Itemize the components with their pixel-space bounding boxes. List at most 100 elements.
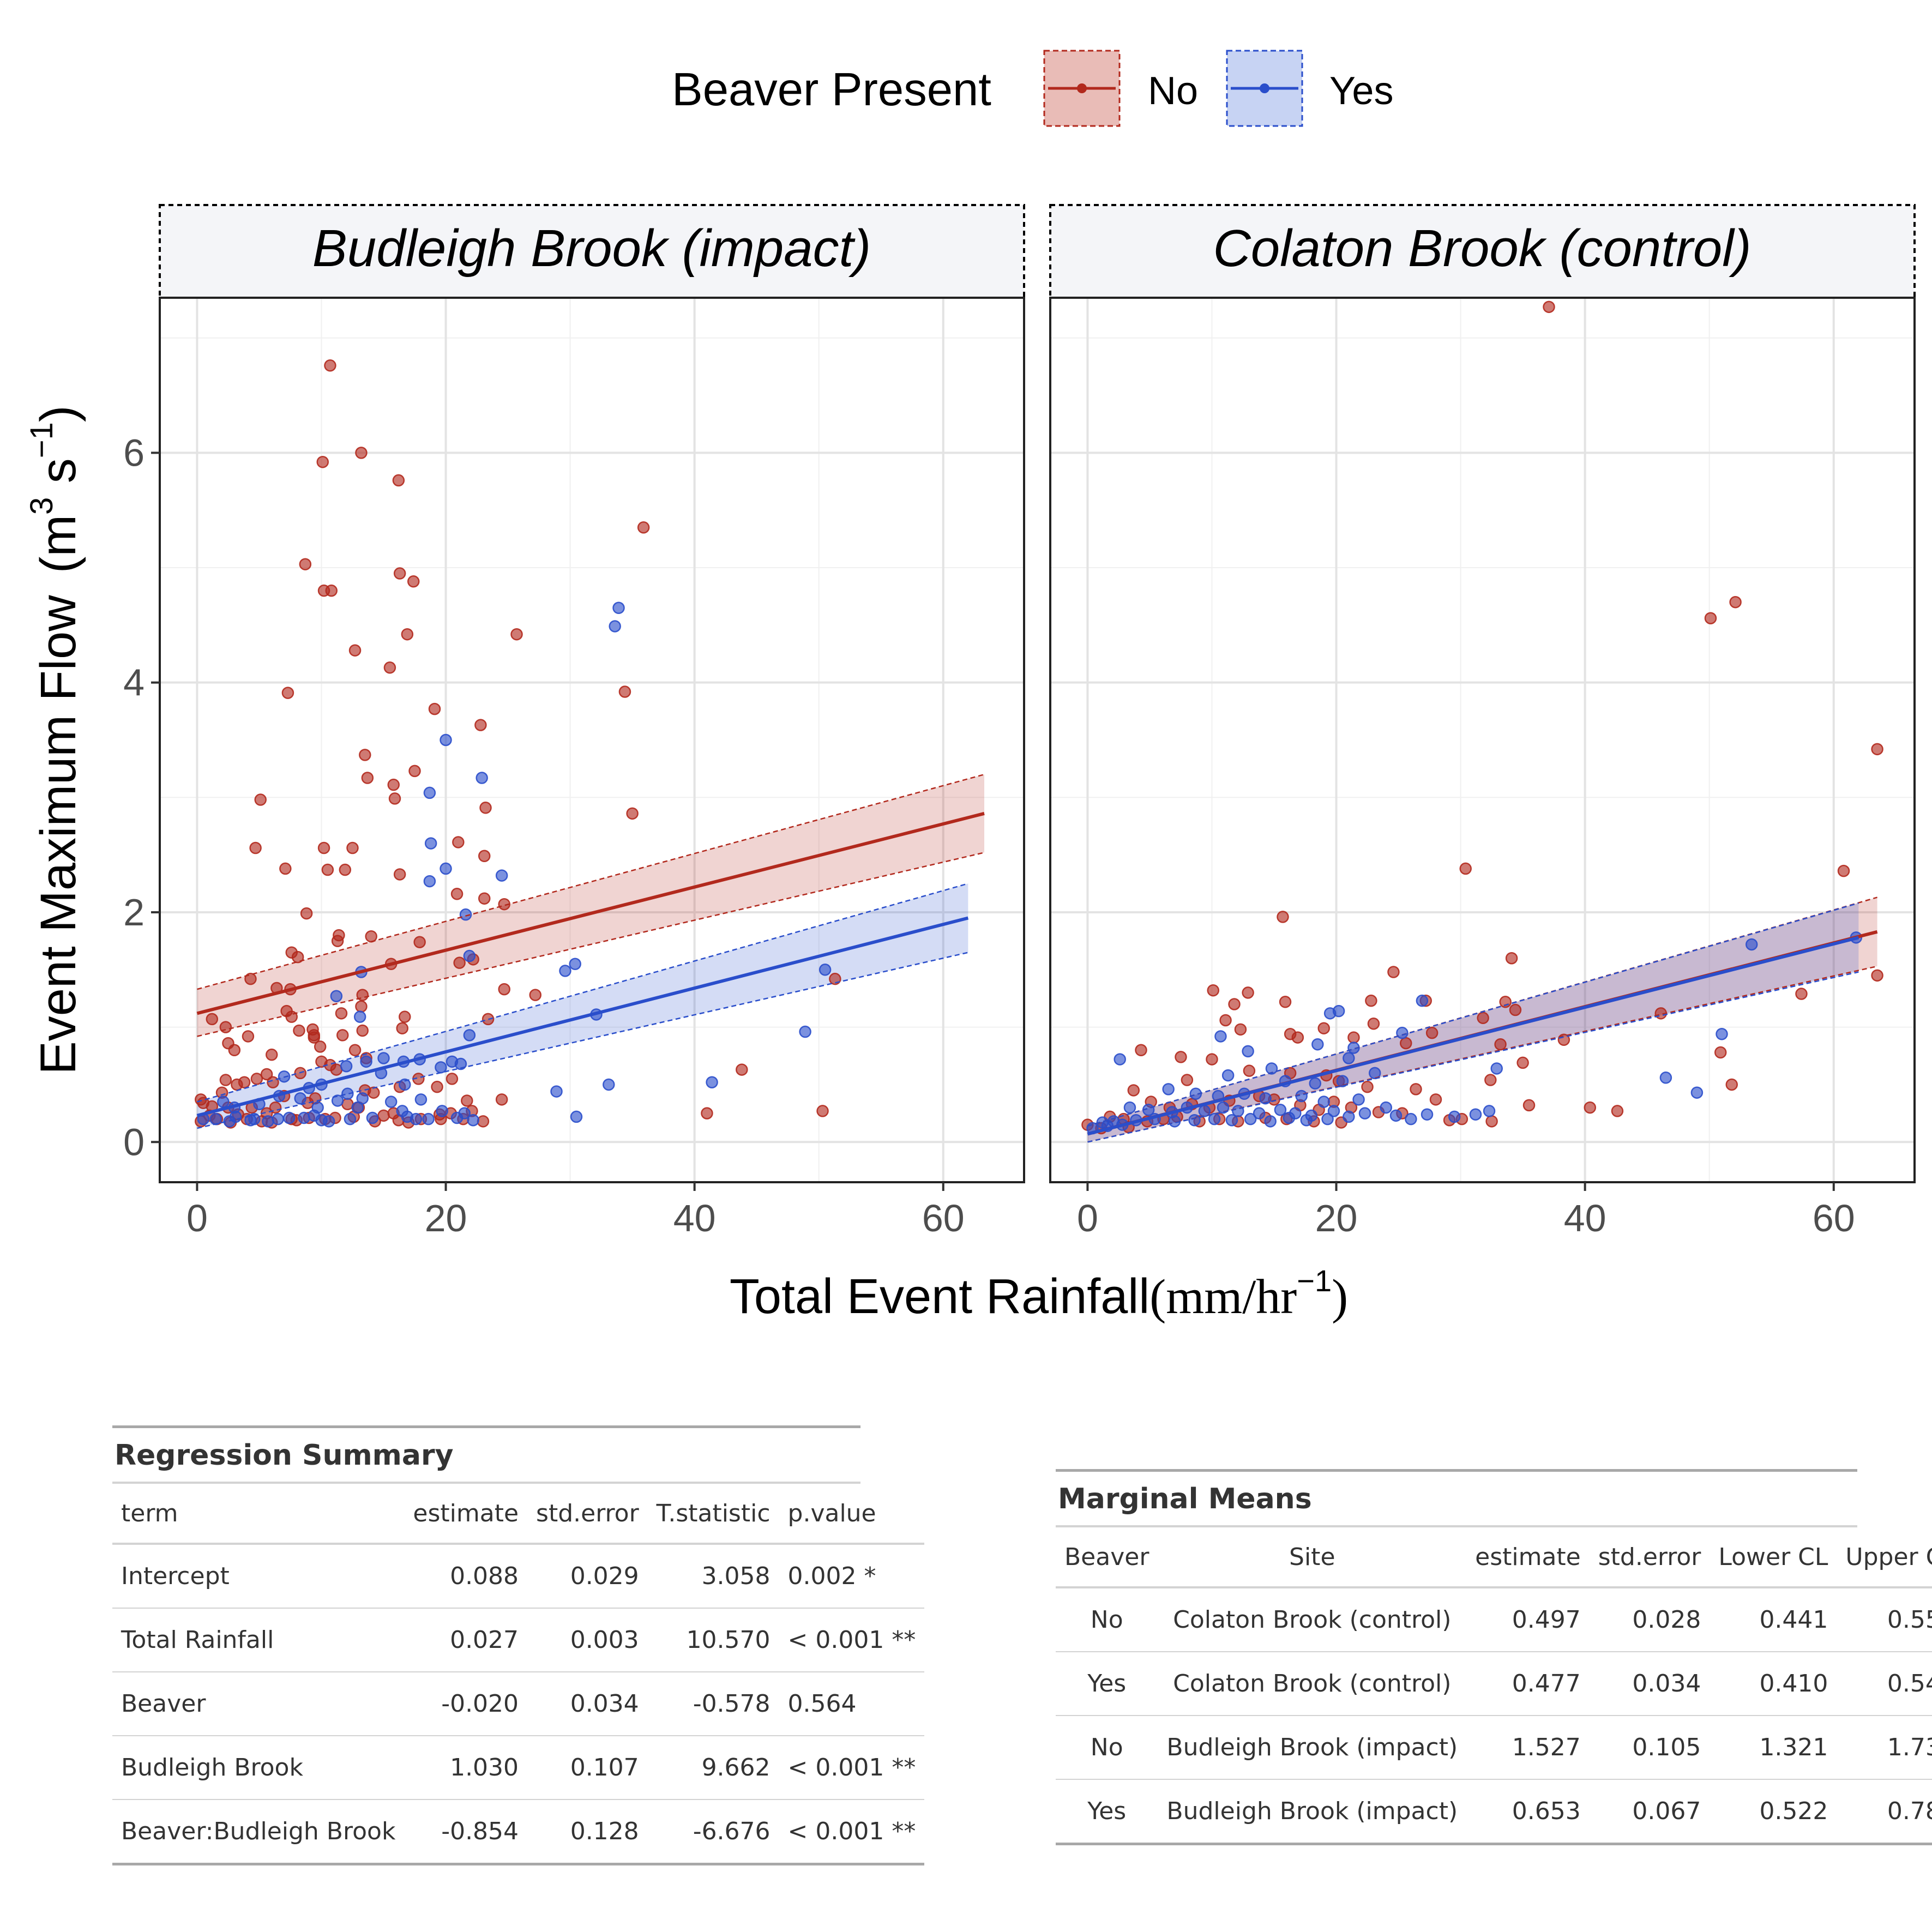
point-no	[461, 1094, 473, 1107]
point-yes	[414, 1093, 428, 1106]
point-no	[407, 575, 420, 588]
point-no	[1485, 1115, 1498, 1128]
point-no	[1219, 1014, 1232, 1027]
point-no	[1367, 1018, 1380, 1030]
point-yes	[463, 949, 476, 962]
y-axis-title-open: (m	[31, 515, 86, 573]
point-no	[1387, 966, 1400, 978]
point-no	[1795, 988, 1808, 1000]
ci-lower-yes	[197, 952, 968, 1129]
marginal-title: Marginal Means	[1056, 1469, 1857, 1527]
legend-title: Beaver Present	[672, 64, 991, 116]
point-no	[293, 1024, 305, 1037]
point-no	[1228, 998, 1241, 1010]
mm-estimate: 0.497	[1466, 1587, 1590, 1652]
grid-colaton	[1050, 298, 1915, 1182]
point-yes	[410, 1112, 423, 1126]
point-yes	[440, 733, 452, 747]
y-tick-label: 2	[123, 891, 145, 934]
point-no	[387, 778, 400, 791]
point-yes	[570, 1110, 583, 1123]
point-yes	[1343, 1052, 1355, 1064]
point-yes	[1469, 1108, 1482, 1121]
point-no	[701, 1107, 713, 1120]
point-yes	[450, 1111, 464, 1124]
x-axis-title-close: )	[1332, 1270, 1348, 1324]
points-budleigh	[195, 359, 841, 1129]
point-no	[355, 447, 368, 459]
reg-tstat: 3.058	[647, 1544, 779, 1609]
legend-key-yes	[1226, 50, 1303, 127]
point-no	[330, 1063, 343, 1076]
x-tick-label: 20	[1315, 1197, 1358, 1239]
point-yes	[559, 965, 571, 977]
point-yes	[351, 1101, 364, 1114]
point-no	[392, 474, 405, 487]
point-yes	[1389, 1109, 1403, 1122]
point-no	[1729, 595, 1742, 609]
point-yes	[1421, 1108, 1434, 1121]
mm-site: Budleigh Brook (impact)	[1158, 1779, 1467, 1845]
point-no	[1175, 1051, 1187, 1063]
point-no	[1291, 1031, 1304, 1044]
point-no	[1704, 612, 1717, 624]
ci-upper-yes	[1087, 902, 1859, 1127]
point-yes	[459, 908, 472, 921]
point-no	[618, 685, 631, 698]
mm-lowercl: 0.441	[1710, 1587, 1837, 1652]
point-no	[1425, 1026, 1439, 1039]
point-no	[1459, 862, 1472, 875]
point-no	[1361, 1080, 1374, 1093]
point-yes	[1336, 1075, 1349, 1087]
point-no	[408, 765, 421, 778]
point-no	[1505, 952, 1518, 965]
point-no	[361, 772, 374, 784]
point-no	[388, 792, 401, 805]
point-no	[368, 1086, 380, 1099]
legend-key-no	[1043, 50, 1121, 127]
reg-stderror: 0.107	[527, 1736, 648, 1800]
reg-tstat: -6.676	[647, 1799, 779, 1865]
point-no	[325, 584, 338, 597]
point-yes	[1416, 994, 1429, 1007]
point-no	[249, 841, 262, 854]
point-yes	[799, 1025, 811, 1038]
point-no	[348, 1044, 362, 1057]
point-yes	[217, 1096, 230, 1108]
point-no	[299, 558, 312, 570]
point-yes	[1323, 1007, 1337, 1020]
fit-line-no	[196, 811, 985, 1015]
point-no	[477, 1115, 490, 1128]
point-yes	[1274, 1104, 1287, 1116]
figure: Beaver Present No Yes Budleigh Brook (im…	[24, 50, 1916, 1324]
point-yes	[1716, 1028, 1728, 1040]
ci-ribbon-no	[197, 774, 985, 1037]
point-no	[452, 836, 465, 848]
point-no	[1277, 911, 1289, 923]
panel-border-budleigh	[159, 297, 1025, 1183]
point-no	[1725, 1078, 1738, 1091]
point-no	[254, 793, 267, 806]
point-yes	[609, 620, 621, 633]
mm-stderror: 0.067	[1589, 1779, 1710, 1845]
mm-stderror: 0.105	[1589, 1716, 1710, 1780]
point-yes	[298, 1111, 310, 1124]
strip-budleigh-label: Budleigh Brook (impact)	[312, 219, 871, 278]
point-yes	[209, 1112, 222, 1126]
point-yes	[244, 1114, 257, 1127]
y-axis-title-main: Event Maximum Flow	[31, 595, 86, 1075]
point-no	[413, 936, 426, 948]
point-no	[401, 628, 414, 641]
point-yes	[569, 958, 581, 971]
reg-term: Total Rainfall	[112, 1608, 405, 1672]
point-no	[244, 972, 257, 985]
point-yes	[1380, 1101, 1393, 1114]
reg-term: Intercept	[112, 1544, 405, 1609]
reg-tstat: 10.570	[647, 1608, 779, 1672]
mm-beaver: Yes	[1056, 1652, 1158, 1716]
point-no	[428, 702, 441, 715]
point-no	[266, 1048, 278, 1061]
point-no	[1837, 864, 1850, 877]
reg-pvalue: < 0.001 **	[779, 1736, 925, 1800]
point-no	[498, 898, 510, 911]
